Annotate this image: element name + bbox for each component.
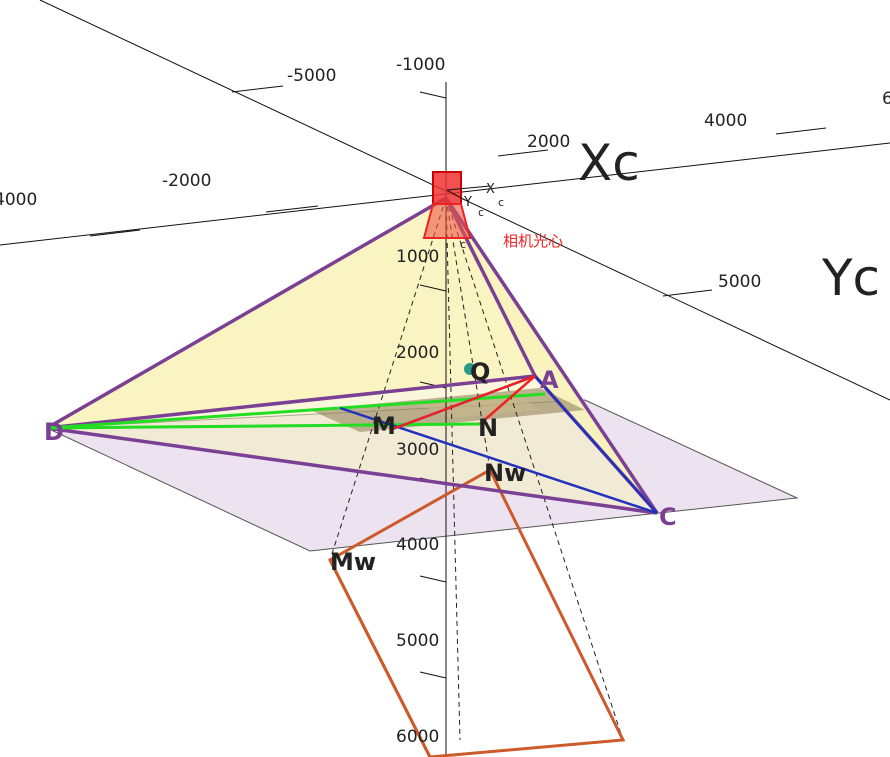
camera-x-index: c [498, 196, 504, 209]
optical-center-note: 相机光心 [503, 232, 563, 250]
tick-xc-2: 6 [882, 89, 890, 109]
pyramid-face-front [47, 198, 657, 513]
camera-y-label: Y [463, 195, 472, 210]
tick-left-0: -5000 [287, 66, 336, 86]
tick-left-1: -2000 [162, 171, 211, 191]
tick-z-1: 1000 [396, 247, 439, 267]
axis-label-yc: Yc [821, 249, 880, 307]
point-label-n: N [478, 414, 498, 442]
tick-marks [89, 85, 827, 679]
point-label-a: A [540, 366, 559, 394]
projected-edge [328, 559, 432, 757]
tick-z-3: 3000 [396, 440, 439, 460]
axis-label-xc: Xc [578, 134, 640, 192]
point-q-marker [464, 363, 476, 375]
point-label-mw: Mw [330, 548, 376, 576]
tick-z-6: 6000 [396, 727, 439, 747]
camera-y-index: c [478, 206, 484, 219]
tick-left-2: 4000 [0, 190, 37, 210]
point-label-d: D [44, 418, 64, 446]
point-label-c: C [659, 503, 677, 531]
tick-yc-0: 5000 [718, 272, 761, 292]
projection-dashes [329, 197, 624, 741]
camera-extra-index: c [460, 238, 466, 251]
tick-z-2: 2000 [396, 343, 439, 363]
tick-z-5: 5000 [396, 631, 439, 651]
tick-z-4: 4000 [396, 535, 439, 555]
camera-x-label: X [486, 182, 495, 197]
point-label-nw: Nw [484, 459, 526, 487]
tick-z-0: -1000 [396, 55, 445, 75]
point-label-m: M [372, 412, 396, 440]
red-lines [389, 374, 536, 432]
point-label-q: Q [470, 358, 490, 386]
tick-xc-0: 2000 [527, 132, 570, 152]
camera-icon [422, 171, 491, 239]
tick-xc-1: 4000 [704, 111, 747, 131]
